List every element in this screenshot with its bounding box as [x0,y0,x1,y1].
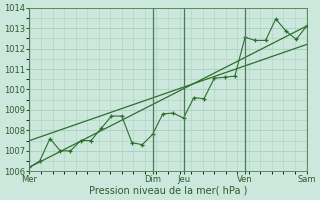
X-axis label: Pression niveau de la mer( hPa ): Pression niveau de la mer( hPa ) [89,186,247,196]
